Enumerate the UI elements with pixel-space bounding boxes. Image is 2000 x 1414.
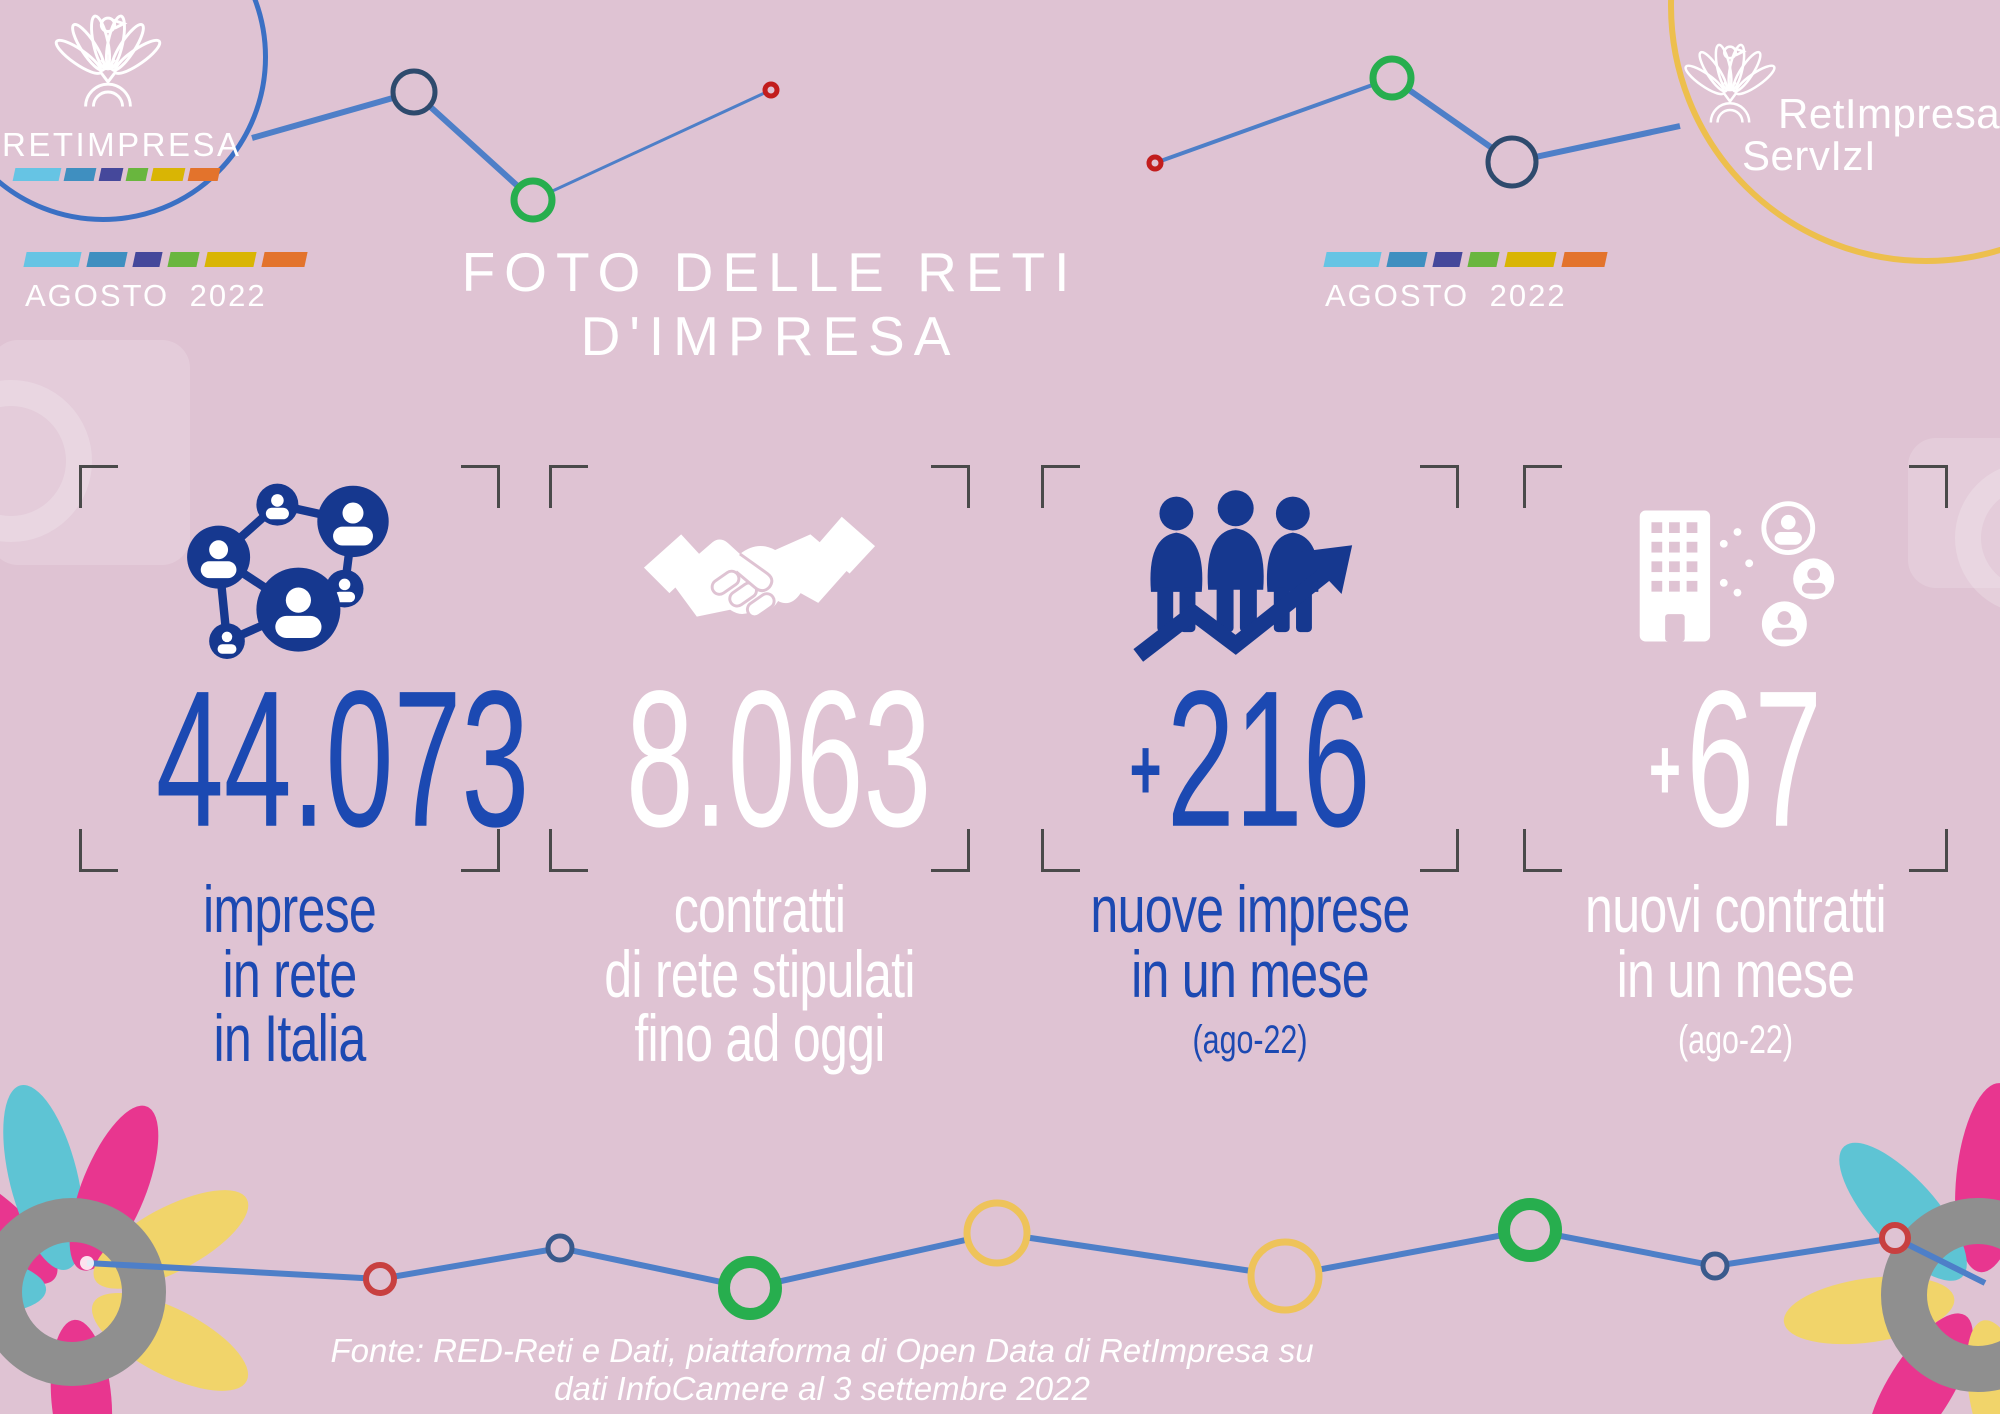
dash [187,168,221,181]
frame-corner [1523,829,1562,872]
frame-corner [1523,465,1562,508]
stat-value: 8.063 [621,662,932,857]
stat-nuove-imprese: +216 nuove imprese in un mese (ago-22) [1041,465,1459,1062]
eagle-logo-icon [1684,43,1776,123]
dash [86,252,128,267]
stat-value: +216 [1129,651,1371,868]
node-navy-ring [545,1233,575,1263]
header-color-dashes-right [1323,252,1608,267]
stat-label: nuovi contratti in un mese (ago-22) [1528,876,1942,1063]
frame-corner [461,829,500,872]
stat-nuovi-contratti: +67 nuovi contratti in un mese (ago-22) [1523,465,1948,1062]
dash [63,168,97,181]
node-red-dot [762,81,780,99]
frame-corner [1909,829,1948,872]
node-red-ring [1879,1222,1911,1254]
stat-value-prefix: + [1129,720,1162,819]
frame-corner [1041,829,1080,872]
stat-note: (ago-22) [1192,1018,1308,1063]
header-color-dashes-left [23,252,308,267]
stat-value: 44.073 [151,662,529,857]
gray-donut-right [1881,1198,2000,1392]
stat-value: +67 [1648,651,1823,868]
page-title: FOTO DELLE RETI D'IMPRESA [461,241,1079,367]
flower-decoration-left [0,1084,249,1414]
stat-label: nuove imprese in un mese (ago-22) [1046,876,1455,1063]
eagle-logo-icon [54,14,162,107]
node-green-ring [510,177,556,223]
people-growth-icon [1132,489,1352,662]
frame-corner [1420,829,1459,872]
frame-corner [1041,465,1080,508]
dash [23,252,82,267]
node-green-ring [718,1256,782,1320]
retimpresa-servizi-wordmark-line2: ServIzI [1742,132,1877,179]
gray-donut-left [0,1198,166,1386]
company-network-icon [1639,500,1835,646]
node-navy-ring [390,68,438,116]
period-label-right: AGOSTO 2022 [1325,278,1567,313]
node-yellow-ring [1247,1238,1323,1314]
node-white-dot [80,1256,94,1270]
dash [1504,252,1557,267]
network-companies-icon [186,483,389,659]
dash [98,168,124,181]
stat-label: contratti di rete stipulati fino ad oggi [604,872,915,1076]
logo-color-dashes [12,168,221,181]
dash [1386,252,1428,267]
node-green-ring [1498,1198,1562,1262]
handshake-icon [643,516,876,619]
sparkline-top-left [251,68,780,223]
frame-corner [931,465,970,508]
flower-decoration-right [1783,1083,2000,1414]
dash [1432,252,1463,267]
dash [1323,252,1382,267]
sparkline-top-right [1146,55,1681,189]
dash [1561,252,1608,267]
stat-imprese-in-rete: 44.073 imprese in rete in Italia [79,465,529,1071]
dash [1467,252,1500,267]
dash [167,252,200,267]
dash [150,168,186,181]
stat-note: (ago-22) [1678,1018,1793,1063]
node-red-ring [363,1262,397,1296]
sparkline-bottom [80,1198,1987,1320]
stat-contratti-di-rete: 8.063 contratti di rete stipulati fino a… [549,465,970,1071]
source-note: Fonte: RED-Reti e Dati, piattaforma di O… [330,1332,1314,1407]
frame-corner [549,465,588,508]
frame-corner [1420,465,1459,508]
dash [12,168,62,181]
frame-corner [79,829,118,872]
node-yellow-ring [963,1199,1031,1267]
frame-corner [931,829,970,872]
dash [125,168,149,181]
period-label-left: AGOSTO 2022 [25,278,267,313]
node-navy-ring [1485,135,1539,189]
frame-corner [549,829,588,872]
node-green-ring [1369,55,1415,101]
retimpresa-servizi-wordmark-line1: RetImpresa [1778,90,2000,137]
node-red-dot [1146,154,1164,172]
frame-corner [1909,465,1948,508]
dash [132,252,163,267]
frame-corner [461,465,500,508]
dash [204,252,257,267]
stat-value-prefix: + [1648,720,1681,819]
retimpresa-wordmark: RETIMPRESA [2,126,242,163]
frame-corner [79,465,118,508]
stat-label: imprese in rete in Italia [202,872,377,1076]
node-navy-ring [1700,1251,1730,1281]
